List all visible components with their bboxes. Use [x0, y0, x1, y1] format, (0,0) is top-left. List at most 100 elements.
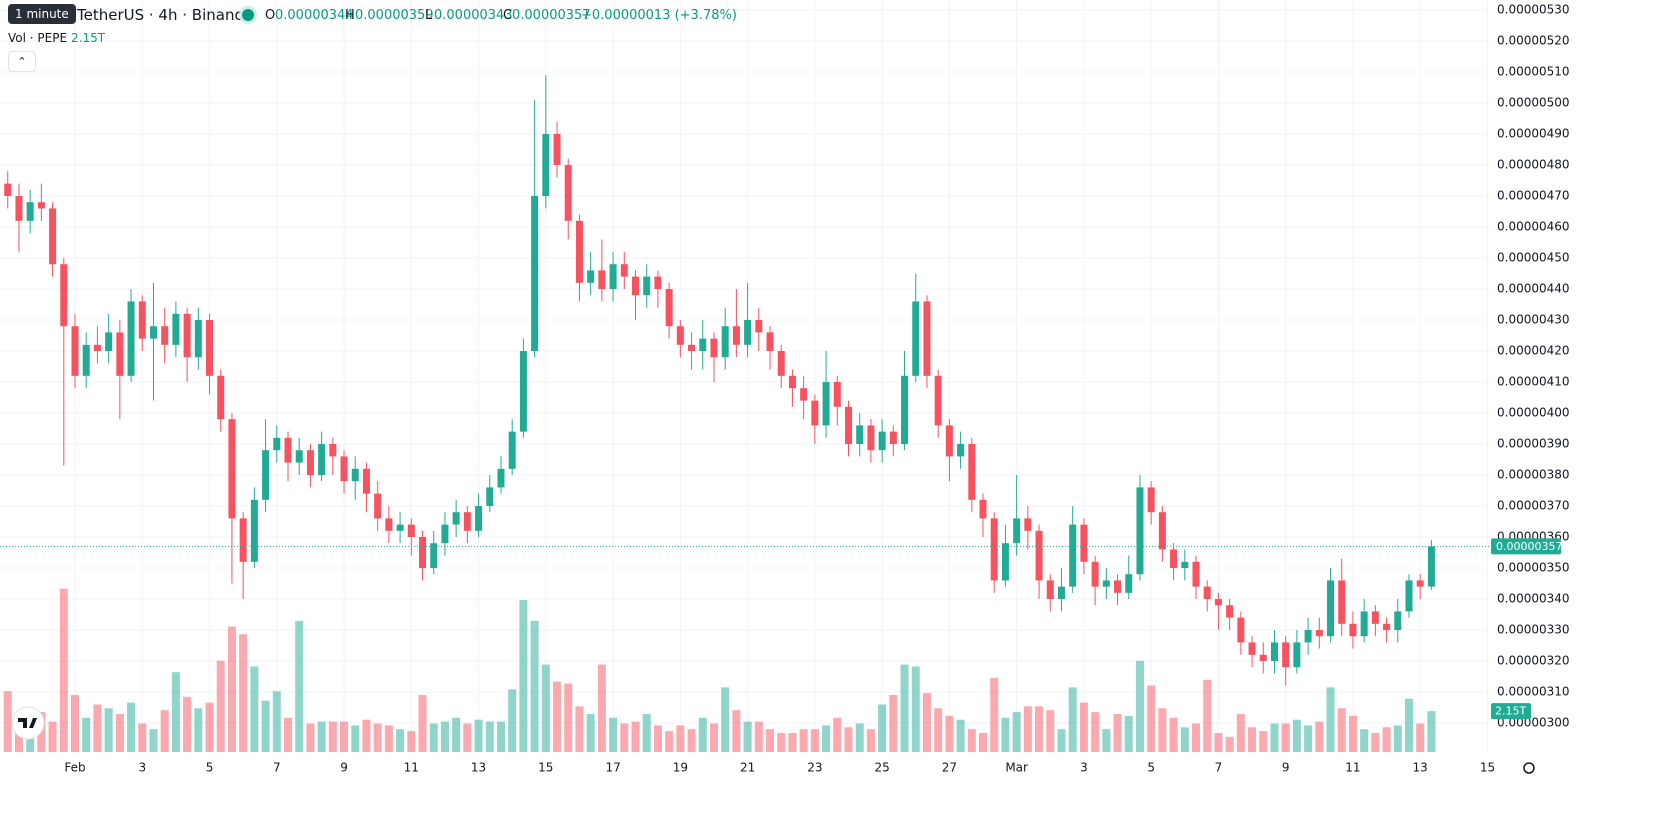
- candle-body: [519, 351, 527, 432]
- candle-body: [1327, 580, 1335, 637]
- candle-body: [374, 493, 382, 519]
- candle-body: [306, 450, 314, 476]
- volume-bar: [844, 727, 853, 752]
- volume-bar: [990, 677, 999, 752]
- candle-body: [1102, 580, 1110, 587]
- candle-body: [1046, 580, 1054, 600]
- volume-bar: [1214, 733, 1223, 752]
- candle-body: [632, 276, 639, 296]
- candle-body: [990, 518, 998, 581]
- candle-body: [968, 444, 976, 500]
- candle-body: [463, 512, 471, 531]
- candle-body: [1181, 561, 1189, 569]
- candle-body: [1001, 543, 1009, 581]
- volume-bar: [14, 723, 23, 752]
- candle-body: [161, 326, 169, 345]
- candle-body: [587, 270, 595, 283]
- candle-body: [979, 499, 987, 519]
- candle-body: [1125, 574, 1133, 593]
- volume-bar: [1180, 727, 1189, 752]
- candle-body: [1114, 580, 1122, 593]
- candle-body: [452, 512, 460, 525]
- volume-bar: [609, 717, 618, 752]
- candle-body: [777, 351, 785, 376]
- x-tick-label: 5: [206, 761, 214, 775]
- volume-bar: [1360, 729, 1369, 752]
- volume-bar: [698, 717, 707, 752]
- y-tick-label: 0.00000380: [1497, 468, 1570, 482]
- x-tick-label: 27: [942, 761, 957, 775]
- x-tick-label: 11: [404, 761, 419, 775]
- tv-logo: [11, 706, 45, 740]
- candle-body: [407, 524, 415, 538]
- volume-bar: [1169, 717, 1178, 752]
- tooltip: 1 minute: [8, 4, 76, 24]
- vol-value: 2.15T: [71, 31, 106, 45]
- candle-body: [497, 468, 505, 488]
- y-tick-label: 0.00000420: [1497, 344, 1570, 358]
- candle-body: [1304, 630, 1312, 643]
- volume-bar: [777, 733, 786, 752]
- volume-bar: [732, 710, 741, 752]
- candle-body: [250, 499, 258, 562]
- candle-body: [149, 326, 157, 339]
- candle-body: [1035, 530, 1043, 581]
- volume-bar: [620, 723, 629, 752]
- volume-bar: [1057, 729, 1066, 752]
- candles: [4, 75, 1435, 686]
- volume-bar: [183, 696, 192, 752]
- volume-bar: [1281, 723, 1290, 752]
- volume-bar: [1068, 687, 1077, 752]
- volume-bar: [575, 706, 584, 752]
- volume-bar: [519, 600, 528, 752]
- candle-body: [93, 344, 101, 352]
- volume-bar: [911, 666, 920, 752]
- volume-bar: [1259, 731, 1268, 752]
- volume-bar: [239, 634, 248, 752]
- volume-bar: [687, 729, 696, 752]
- x-tick-label: 7: [1215, 761, 1223, 775]
- candle-body: [1427, 546, 1435, 587]
- candle-body: [957, 444, 965, 457]
- volume-bar: [934, 708, 943, 752]
- candle-body: [262, 450, 270, 500]
- candle-body: [37, 202, 45, 209]
- volume-bar: [1035, 706, 1044, 752]
- volume-bar: [878, 704, 887, 752]
- x-tick-label: 5: [1147, 761, 1155, 775]
- candle-body: [1259, 654, 1267, 662]
- volume-bar: [127, 702, 136, 752]
- price-badge: [1491, 538, 1561, 555]
- o-value: 0.00000344: [275, 8, 354, 23]
- x-tick-label: 17: [605, 761, 620, 775]
- y-tick-label: 0.00000470: [1497, 189, 1570, 203]
- candle-body: [441, 524, 449, 544]
- y-tick-label: 0.00000430: [1497, 313, 1570, 327]
- settings-icon[interactable]: [1523, 762, 1535, 774]
- volume-bar: [1203, 679, 1212, 752]
- candle-body: [755, 320, 763, 333]
- candle-body: [396, 524, 404, 531]
- volume-bar: [1046, 710, 1055, 752]
- candle-body: [4, 183, 12, 197]
- candle-body: [295, 450, 303, 463]
- volume-bar: [967, 729, 976, 752]
- volume-bar: [373, 723, 382, 752]
- volume-bar: [1270, 723, 1279, 752]
- candle-body: [1080, 524, 1088, 562]
- volume-bar: [115, 714, 124, 752]
- candle-body: [542, 134, 550, 197]
- x-tick-label: 15: [1480, 761, 1495, 775]
- collapse-button[interactable]: ⌃: [8, 51, 36, 72]
- volume-bar: [295, 620, 304, 752]
- candle-body: [1237, 617, 1245, 643]
- candle-body: [1136, 487, 1144, 575]
- volume-bar: [653, 725, 662, 752]
- volume-bar: [1371, 733, 1380, 752]
- candle-body: [60, 264, 68, 327]
- volume-bar: [1404, 698, 1413, 752]
- volume-bar: [945, 715, 954, 752]
- symbol-title[interactable]: TetherUS · 4h · Binance: [77, 6, 252, 24]
- x-tick-label: 21: [740, 761, 755, 775]
- candle-body: [82, 344, 90, 376]
